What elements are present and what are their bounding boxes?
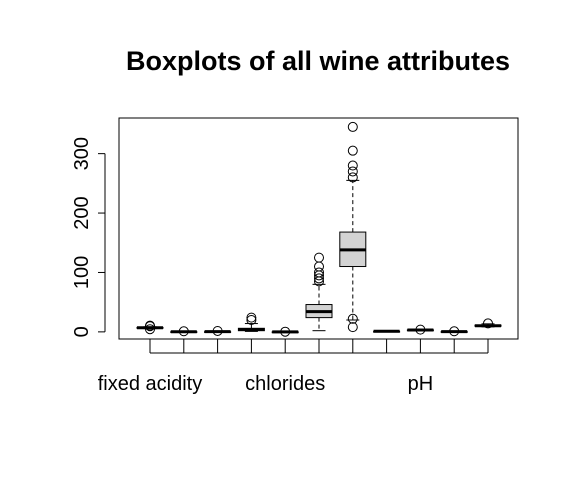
box-group (474, 318, 502, 329)
x-tick-label: chlorides (245, 373, 325, 395)
outlier-point (280, 326, 291, 337)
box-group (170, 326, 198, 337)
outlier-point (347, 145, 358, 156)
outlier-point (483, 318, 493, 329)
outlier-point (415, 324, 426, 335)
outlier-point (178, 326, 189, 337)
outlier-point (347, 160, 358, 171)
y-tick-label: 0 (71, 326, 93, 337)
box-group (237, 312, 265, 332)
box-group (339, 121, 367, 333)
box-group (406, 324, 434, 335)
outlier-point (246, 312, 257, 323)
x-tick-label: fixed acidity (98, 373, 203, 395)
outlier-point (347, 121, 358, 132)
x-tick-label: pH (408, 373, 434, 395)
outlier-point (347, 166, 358, 177)
chart-title: Boxplots of all wine attributes (126, 46, 510, 76)
outlier-point (314, 261, 324, 272)
y-tick-label: 200 (71, 196, 93, 229)
box-group (373, 329, 401, 333)
y-tick-label: 100 (71, 256, 93, 289)
outlier-point (347, 322, 358, 333)
y-tick-label: 300 (71, 137, 93, 170)
box-group (305, 252, 333, 332)
outlier-point (145, 320, 155, 331)
outlier-point (449, 326, 460, 337)
outlier-point (212, 325, 223, 336)
box-group (204, 325, 232, 336)
outlier-point (347, 172, 358, 183)
outlier-point (314, 273, 324, 284)
box-group (440, 326, 468, 337)
outlier-point (145, 324, 155, 335)
x-axis: fixed acidity chlorides pH (98, 339, 489, 395)
outlier-point (246, 314, 257, 325)
box-group (271, 326, 299, 337)
boxes (136, 121, 502, 337)
outlier-point (314, 252, 324, 263)
outlier-point (347, 313, 358, 324)
box-group (136, 320, 164, 335)
outlier-point (314, 267, 324, 278)
y-axis: 0 100 200 300 (71, 137, 106, 337)
